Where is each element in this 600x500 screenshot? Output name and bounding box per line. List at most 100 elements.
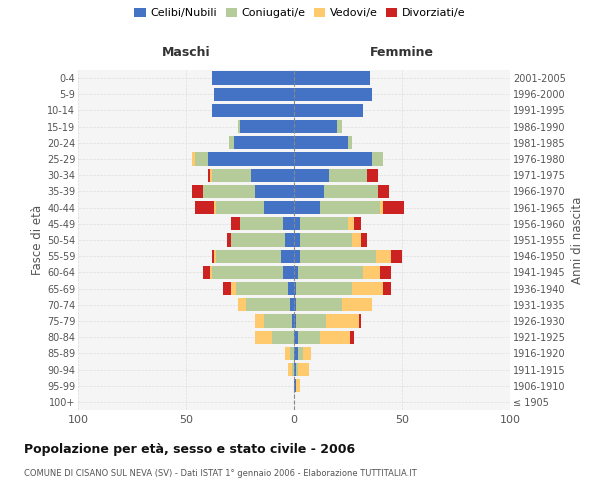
Bar bbox=[212, 104, 294, 117]
Bar bbox=[294, 201, 320, 214]
Bar bbox=[255, 185, 294, 198]
Bar bbox=[294, 314, 296, 328]
Bar bbox=[294, 120, 337, 134]
Bar bbox=[383, 201, 404, 214]
Bar bbox=[352, 234, 361, 246]
Bar bbox=[359, 314, 361, 328]
Bar bbox=[380, 266, 391, 279]
Bar bbox=[352, 282, 383, 295]
Bar bbox=[212, 266, 283, 279]
Bar bbox=[320, 201, 380, 214]
Bar bbox=[287, 363, 292, 376]
Bar bbox=[294, 250, 301, 263]
Bar bbox=[203, 185, 255, 198]
Bar bbox=[208, 152, 294, 166]
Bar bbox=[391, 250, 402, 263]
Bar bbox=[301, 217, 348, 230]
Bar bbox=[348, 136, 352, 149]
Bar bbox=[236, 282, 287, 295]
Bar bbox=[283, 217, 294, 230]
Bar bbox=[367, 168, 378, 182]
Bar bbox=[229, 136, 233, 149]
Bar bbox=[329, 168, 367, 182]
Bar bbox=[286, 346, 290, 360]
Bar bbox=[294, 88, 372, 101]
Bar bbox=[264, 201, 294, 214]
Text: Femmine: Femmine bbox=[370, 46, 434, 59]
Bar bbox=[301, 234, 352, 246]
Bar bbox=[238, 298, 247, 312]
Bar bbox=[292, 314, 294, 328]
Bar bbox=[227, 234, 232, 246]
Bar bbox=[294, 379, 296, 392]
Bar bbox=[324, 185, 378, 198]
Bar bbox=[372, 152, 383, 166]
Bar bbox=[348, 217, 355, 230]
Bar bbox=[255, 330, 272, 344]
Bar bbox=[193, 185, 203, 198]
Bar bbox=[326, 314, 359, 328]
Bar bbox=[294, 72, 370, 85]
Bar bbox=[193, 152, 194, 166]
Bar bbox=[363, 266, 380, 279]
Bar bbox=[341, 298, 372, 312]
Bar bbox=[232, 217, 240, 230]
Bar bbox=[208, 168, 210, 182]
Bar bbox=[296, 379, 301, 392]
Bar bbox=[380, 201, 383, 214]
Bar bbox=[292, 363, 294, 376]
Text: COMUNE DI CISANO SUL NEVA (SV) - Dati ISTAT 1° gennaio 2006 - Elaborazione TUTTI: COMUNE DI CISANO SUL NEVA (SV) - Dati IS… bbox=[24, 469, 417, 478]
Text: Maschi: Maschi bbox=[161, 46, 211, 59]
Bar bbox=[214, 88, 294, 101]
Legend: Celibi/Nubili, Coniugati/e, Vedovi/e, Divorziati/e: Celibi/Nubili, Coniugati/e, Vedovi/e, Di… bbox=[132, 6, 468, 20]
Bar bbox=[296, 298, 341, 312]
Bar bbox=[290, 346, 294, 360]
Bar bbox=[194, 152, 208, 166]
Bar bbox=[283, 266, 294, 279]
Bar bbox=[298, 363, 309, 376]
Bar bbox=[210, 266, 212, 279]
Bar bbox=[296, 282, 352, 295]
Bar bbox=[223, 282, 232, 295]
Bar bbox=[294, 152, 372, 166]
Bar bbox=[294, 298, 296, 312]
Bar bbox=[212, 168, 251, 182]
Bar bbox=[301, 250, 376, 263]
Bar bbox=[294, 104, 363, 117]
Bar bbox=[212, 72, 294, 85]
Bar bbox=[251, 168, 294, 182]
Bar bbox=[298, 346, 302, 360]
Bar bbox=[294, 346, 298, 360]
Bar bbox=[378, 185, 389, 198]
Bar bbox=[233, 136, 294, 149]
Bar bbox=[337, 120, 341, 134]
Bar bbox=[203, 266, 210, 279]
Bar bbox=[302, 346, 311, 360]
Bar bbox=[294, 234, 301, 246]
Bar bbox=[320, 330, 350, 344]
Y-axis label: Fasce di età: Fasce di età bbox=[31, 205, 44, 275]
Bar bbox=[238, 120, 240, 134]
Bar bbox=[240, 120, 294, 134]
Bar bbox=[287, 282, 294, 295]
Bar bbox=[214, 250, 216, 263]
Bar bbox=[294, 217, 301, 230]
Bar bbox=[294, 168, 329, 182]
Bar bbox=[216, 250, 281, 263]
Bar bbox=[298, 330, 320, 344]
Bar bbox=[255, 314, 264, 328]
Text: Popolazione per età, sesso e stato civile - 2006: Popolazione per età, sesso e stato civil… bbox=[24, 442, 355, 456]
Bar bbox=[281, 250, 294, 263]
Bar bbox=[294, 266, 298, 279]
Bar bbox=[232, 234, 286, 246]
Bar bbox=[383, 282, 391, 295]
Bar bbox=[294, 136, 348, 149]
Bar bbox=[210, 168, 212, 182]
Bar bbox=[294, 185, 324, 198]
Bar bbox=[294, 363, 296, 376]
Bar bbox=[247, 298, 290, 312]
Bar bbox=[212, 250, 214, 263]
Bar bbox=[240, 217, 283, 230]
Bar bbox=[290, 298, 294, 312]
Bar bbox=[216, 201, 264, 214]
